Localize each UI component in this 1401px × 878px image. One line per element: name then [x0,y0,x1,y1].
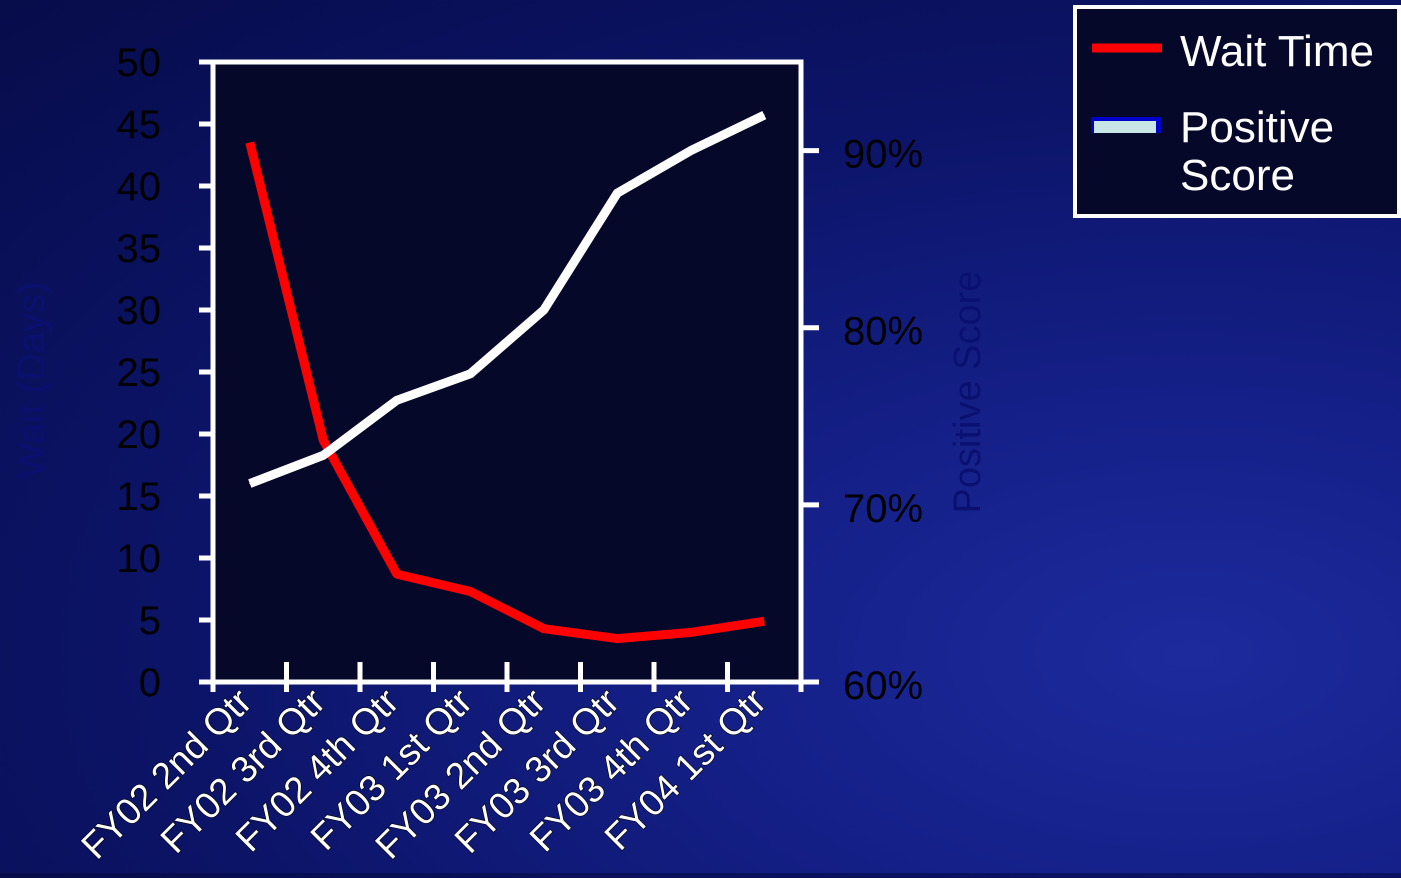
left-tick-label: 10 [117,537,162,581]
legend-box [1073,5,1401,218]
data-point-wait-time [249,142,251,144]
series-line-positive-score [248,111,767,488]
left-tick-label: 20 [117,413,162,457]
data-point-wait-time [616,638,618,640]
right-tick-label: 70% [843,487,923,531]
left-tick-label: 35 [117,227,162,271]
data-point-wait-time [543,628,545,630]
legend-label-positive-line2: Score [1180,151,1295,200]
left-tick-label: 5 [139,599,161,643]
data-point-positive-score [690,150,692,152]
legend-swatch-positive-score [1094,121,1156,133]
data-point-wait-time [763,620,765,622]
right-axis-ticks: 60% 70% 80% 90% [801,133,923,708]
left-axis-title: Wait (Days) [11,281,53,478]
legend-label-wait-time: Wait Time [1180,27,1374,76]
plot-area [213,62,801,682]
data-point-positive-score [249,483,251,485]
legend: Wait Time Positive Score [1073,5,1401,218]
data-point-wait-time [469,590,471,592]
left-tick-label: 15 [117,475,162,519]
data-point-positive-score [763,114,765,116]
left-tick-label: 40 [117,165,162,209]
left-tick-label: 45 [117,103,162,147]
right-tick-label: 80% [843,310,923,354]
left-tick-label: 25 [117,351,162,395]
data-point-positive-score [469,373,471,375]
data-point-positive-score [396,399,398,401]
right-tick-label: 90% [843,133,923,177]
left-tick-label: 50 [117,41,162,85]
right-axis-title: Positive Score [947,271,989,514]
left-tick-label: 0 [139,661,161,705]
series-layer [245,111,767,644]
legend-label-positive-line1: Positive [1180,103,1334,152]
data-point-wait-time [396,573,398,575]
data-point-positive-score [322,454,324,456]
data-point-wait-time [322,439,324,441]
data-point-positive-score [543,309,545,311]
left-axis-ticks: 0 5 10 15 20 25 30 35 40 45 50 [117,41,213,705]
data-point-positive-score [616,192,618,194]
series-line-wait-time [245,141,765,644]
right-tick-label: 60% [843,664,923,708]
left-tick-label: 30 [117,289,162,333]
plot-frame [210,59,804,685]
data-point-wait-time [690,631,692,633]
